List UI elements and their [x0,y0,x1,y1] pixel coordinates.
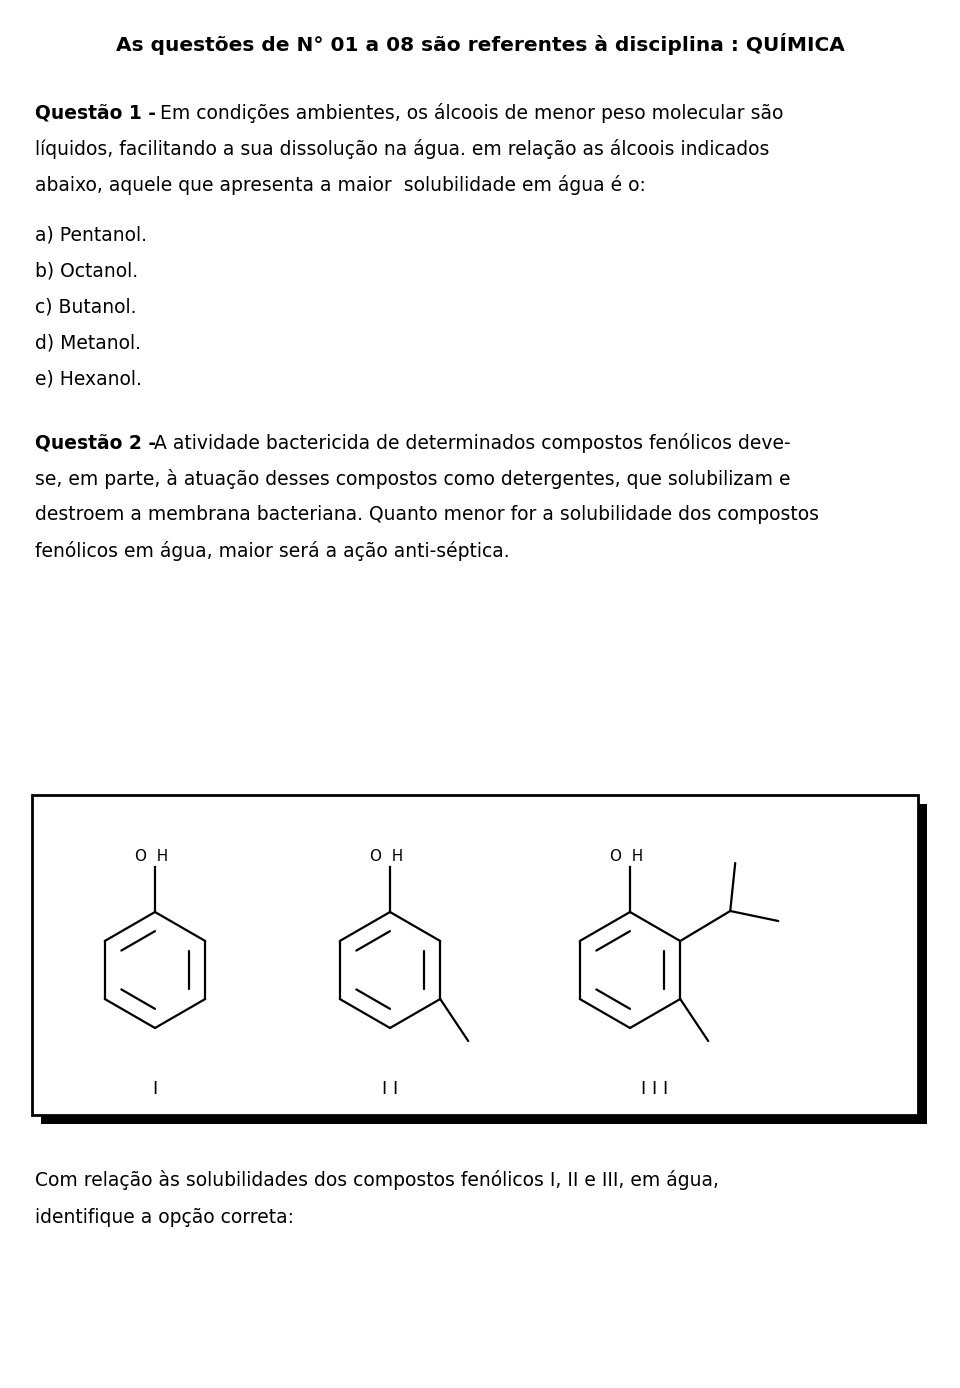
Text: abaixo, aquele que apresenta a maior  solubilidade em água é o:: abaixo, aquele que apresenta a maior sol… [35,175,646,194]
Text: d) Metanol.: d) Metanol. [35,333,141,353]
Text: Em condições ambientes, os álcoois de menor peso molecular são: Em condições ambientes, os álcoois de me… [148,103,783,124]
Text: I: I [153,1080,157,1098]
Text: Com relação às solubilidades dos compostos fenólicos I, II e III, em água,: Com relação às solubilidades dos compost… [35,1170,719,1190]
Text: O  H: O H [135,849,168,863]
Text: I I: I I [382,1080,398,1098]
Text: c) Butanol.: c) Butanol. [35,297,136,316]
Text: O  H: O H [610,849,643,863]
Text: Questão 1 -: Questão 1 - [35,103,156,122]
Bar [32,795,918,1115]
Text: I I I: I I I [641,1080,668,1098]
Text: e) Hexanol.: e) Hexanol. [35,369,142,389]
Text: O  H: O H [370,849,403,863]
Text: Questão 2 -: Questão 2 - [35,433,156,452]
Text: As questões de N° 01 a 08 são referentes à disciplina : QUÍMICA: As questões de N° 01 a 08 são referentes… [115,33,845,56]
Bar [41,804,927,1124]
Text: fenólicos em água, maior será a ação anti-séptica.: fenólicos em água, maior será a ação ant… [35,541,510,561]
Text: a) Pentanol.: a) Pentanol. [35,225,147,244]
Text: identifique a opção correta:: identifique a opção correta: [35,1208,294,1227]
Text: b) Octanol.: b) Octanol. [35,261,138,280]
Text: destroem a membrana bacteriana. Quanto menor for a solubilidade dos compostos: destroem a membrana bacteriana. Quanto m… [35,505,819,525]
Text: A atividade bactericida de determinados compostos fenólicos deve-: A atividade bactericida de determinados … [148,433,791,452]
Text: líquidos, facilitando a sua dissolução na água. em relação as álcoois indicados: líquidos, facilitando a sua dissolução n… [35,139,769,160]
Text: se, em parte, à atuação desses compostos como detergentes, que solubilizam e: se, em parte, à atuação desses compostos… [35,469,790,489]
